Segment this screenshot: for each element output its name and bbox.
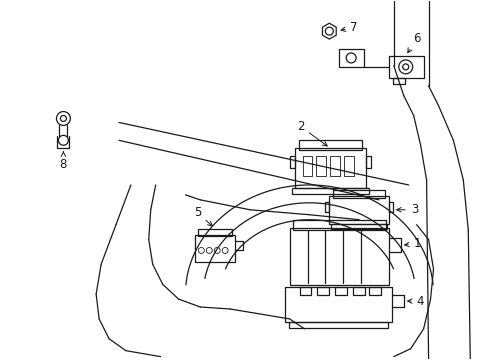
Bar [352,287,365,295]
Bar [388,202,392,212]
Bar [392,78,404,84]
Bar [289,228,388,285]
Text: 1: 1 [404,237,420,250]
Bar [291,188,368,194]
Bar [198,229,232,235]
Bar [368,287,380,295]
Text: 8: 8 [60,152,67,171]
Bar [339,49,364,67]
Text: 2: 2 [296,120,326,146]
Bar [388,56,423,78]
Bar [366,156,370,168]
Bar [298,140,361,150]
Bar [195,235,235,262]
Bar [331,224,386,229]
Bar [328,196,388,224]
Bar [333,190,384,198]
Text: 4: 4 [407,294,423,307]
Text: 3: 3 [396,203,417,216]
Bar [294,148,366,188]
Bar [302,156,312,176]
Text: 6: 6 [407,32,420,53]
Bar [317,287,328,295]
Bar [316,156,325,176]
Text: 5: 5 [193,206,212,226]
Bar [344,156,353,176]
Bar [330,156,340,176]
Bar [289,156,294,168]
Bar [288,322,387,328]
Bar [292,220,385,230]
Bar [299,287,311,295]
Bar [325,202,328,212]
Bar [335,287,346,295]
Text: 7: 7 [340,21,357,34]
Bar [284,287,391,322]
